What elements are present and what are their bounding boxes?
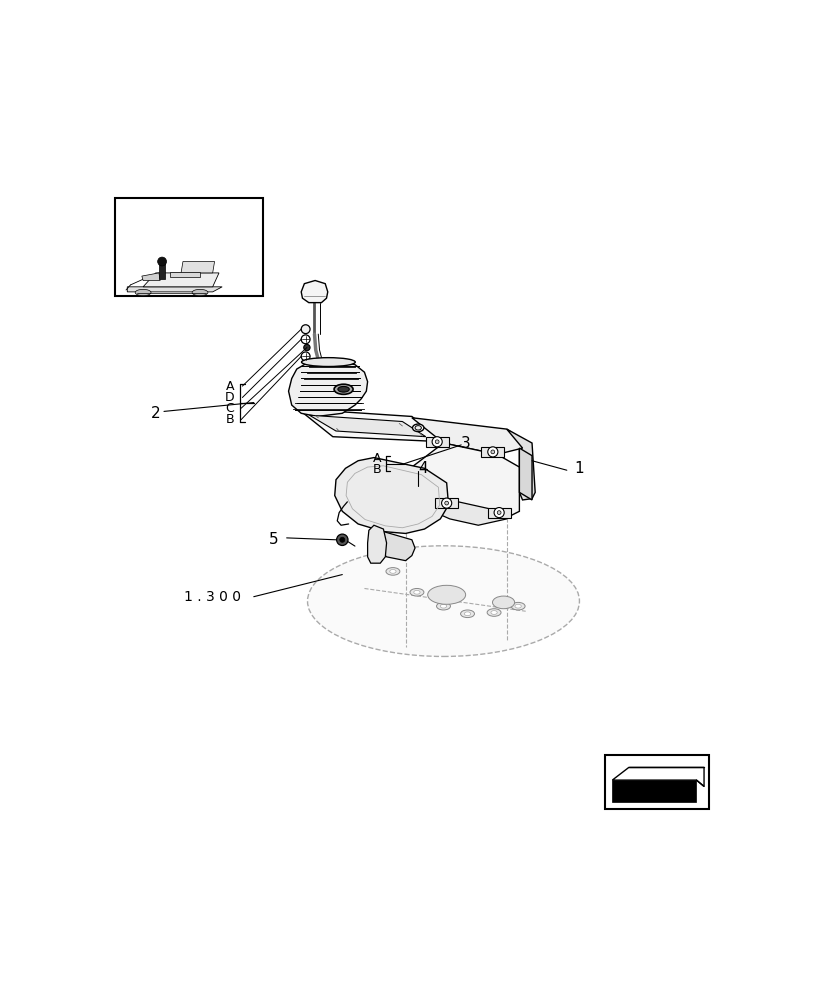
- Ellipse shape: [302, 358, 355, 367]
- Polygon shape: [142, 273, 160, 280]
- Polygon shape: [507, 429, 535, 500]
- Polygon shape: [309, 415, 426, 437]
- Text: 3: 3: [461, 436, 471, 451]
- Ellipse shape: [334, 384, 353, 394]
- Polygon shape: [181, 262, 215, 273]
- Circle shape: [304, 344, 310, 351]
- Text: D: D: [225, 391, 234, 404]
- Polygon shape: [412, 443, 519, 518]
- Text: 4: 4: [419, 461, 428, 476]
- Polygon shape: [143, 273, 219, 287]
- Ellipse shape: [192, 289, 208, 296]
- Text: 1 . 3 0 0: 1 . 3 0 0: [184, 590, 242, 604]
- Ellipse shape: [338, 386, 349, 392]
- Ellipse shape: [460, 610, 474, 618]
- Ellipse shape: [413, 424, 424, 432]
- Circle shape: [435, 440, 439, 444]
- Circle shape: [339, 537, 345, 542]
- Polygon shape: [488, 508, 511, 518]
- Text: 5: 5: [269, 532, 279, 547]
- Circle shape: [337, 534, 348, 545]
- Text: B: B: [373, 463, 381, 476]
- Ellipse shape: [428, 585, 466, 604]
- Circle shape: [157, 257, 166, 266]
- Circle shape: [497, 511, 501, 514]
- Text: C: C: [225, 402, 234, 415]
- Text: A: A: [373, 452, 381, 465]
- Circle shape: [432, 437, 442, 447]
- Polygon shape: [412, 418, 526, 454]
- Circle shape: [445, 501, 449, 505]
- Text: 1: 1: [574, 461, 584, 476]
- Ellipse shape: [414, 590, 420, 594]
- Ellipse shape: [487, 609, 501, 616]
- Polygon shape: [380, 532, 415, 561]
- Polygon shape: [481, 447, 504, 457]
- Circle shape: [301, 325, 310, 334]
- Polygon shape: [612, 767, 704, 786]
- Polygon shape: [289, 360, 367, 416]
- Ellipse shape: [308, 546, 579, 656]
- Polygon shape: [171, 272, 200, 277]
- Ellipse shape: [493, 596, 515, 609]
- Polygon shape: [367, 525, 387, 563]
- Ellipse shape: [410, 588, 424, 596]
- Polygon shape: [421, 494, 507, 525]
- FancyBboxPatch shape: [605, 755, 709, 809]
- Polygon shape: [127, 287, 222, 292]
- Ellipse shape: [441, 604, 446, 608]
- Circle shape: [441, 498, 452, 508]
- Polygon shape: [159, 263, 165, 279]
- Text: B: B: [225, 413, 234, 426]
- Text: 2: 2: [151, 406, 161, 421]
- Polygon shape: [298, 409, 444, 442]
- Ellipse shape: [437, 602, 450, 610]
- Ellipse shape: [515, 604, 521, 608]
- Ellipse shape: [386, 568, 400, 575]
- Ellipse shape: [464, 612, 471, 616]
- Circle shape: [301, 335, 310, 344]
- Ellipse shape: [135, 289, 151, 296]
- Text: A: A: [225, 380, 234, 393]
- Polygon shape: [426, 437, 449, 447]
- Polygon shape: [612, 780, 697, 802]
- Polygon shape: [335, 458, 449, 533]
- FancyBboxPatch shape: [114, 198, 264, 296]
- Polygon shape: [301, 280, 328, 303]
- Circle shape: [494, 508, 504, 518]
- Ellipse shape: [511, 602, 525, 610]
- Circle shape: [491, 450, 494, 454]
- Ellipse shape: [491, 611, 497, 614]
- Circle shape: [488, 447, 498, 457]
- Polygon shape: [519, 448, 532, 500]
- Ellipse shape: [390, 570, 396, 573]
- Polygon shape: [435, 498, 458, 508]
- Circle shape: [301, 352, 310, 361]
- Ellipse shape: [415, 426, 421, 430]
